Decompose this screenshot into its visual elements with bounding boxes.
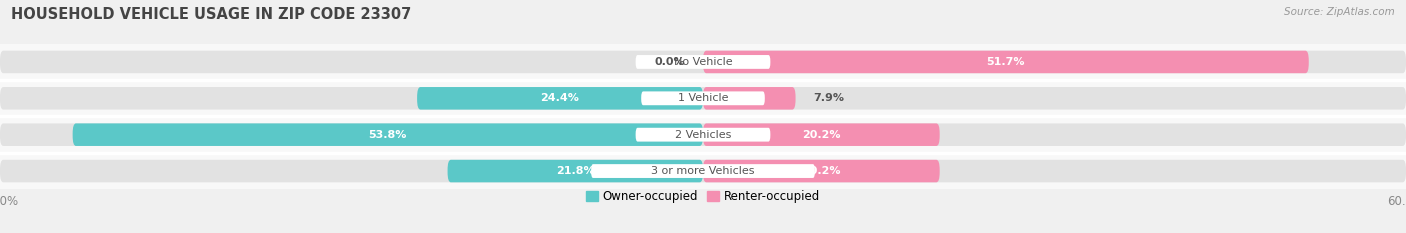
FancyBboxPatch shape: [703, 123, 939, 146]
FancyBboxPatch shape: [636, 128, 770, 142]
FancyBboxPatch shape: [0, 123, 1406, 146]
FancyBboxPatch shape: [636, 55, 770, 69]
FancyBboxPatch shape: [0, 153, 1406, 189]
FancyBboxPatch shape: [0, 160, 1406, 182]
Text: 53.8%: 53.8%: [368, 130, 406, 140]
Text: HOUSEHOLD VEHICLE USAGE IN ZIP CODE 23307: HOUSEHOLD VEHICLE USAGE IN ZIP CODE 2330…: [11, 7, 412, 22]
Text: 51.7%: 51.7%: [987, 57, 1025, 67]
FancyBboxPatch shape: [0, 87, 1406, 110]
Text: 24.4%: 24.4%: [541, 93, 579, 103]
Text: No Vehicle: No Vehicle: [673, 57, 733, 67]
Text: 20.2%: 20.2%: [801, 130, 841, 140]
FancyBboxPatch shape: [641, 91, 765, 105]
Text: 1 Vehicle: 1 Vehicle: [678, 93, 728, 103]
Text: Source: ZipAtlas.com: Source: ZipAtlas.com: [1284, 7, 1395, 17]
Text: 21.8%: 21.8%: [555, 166, 595, 176]
Text: 20.2%: 20.2%: [801, 166, 841, 176]
FancyBboxPatch shape: [703, 160, 939, 182]
FancyBboxPatch shape: [418, 87, 703, 110]
FancyBboxPatch shape: [0, 80, 1406, 116]
FancyBboxPatch shape: [447, 160, 703, 182]
Legend: Owner-occupied, Renter-occupied: Owner-occupied, Renter-occupied: [586, 190, 820, 203]
FancyBboxPatch shape: [0, 51, 1406, 73]
FancyBboxPatch shape: [0, 116, 1406, 153]
Text: 3 or more Vehicles: 3 or more Vehicles: [651, 166, 755, 176]
FancyBboxPatch shape: [0, 44, 1406, 80]
Text: 2 Vehicles: 2 Vehicles: [675, 130, 731, 140]
FancyBboxPatch shape: [73, 123, 703, 146]
Text: 0.0%: 0.0%: [655, 57, 686, 67]
FancyBboxPatch shape: [703, 51, 1309, 73]
FancyBboxPatch shape: [703, 87, 796, 110]
Text: 7.9%: 7.9%: [813, 93, 844, 103]
FancyBboxPatch shape: [591, 164, 815, 178]
